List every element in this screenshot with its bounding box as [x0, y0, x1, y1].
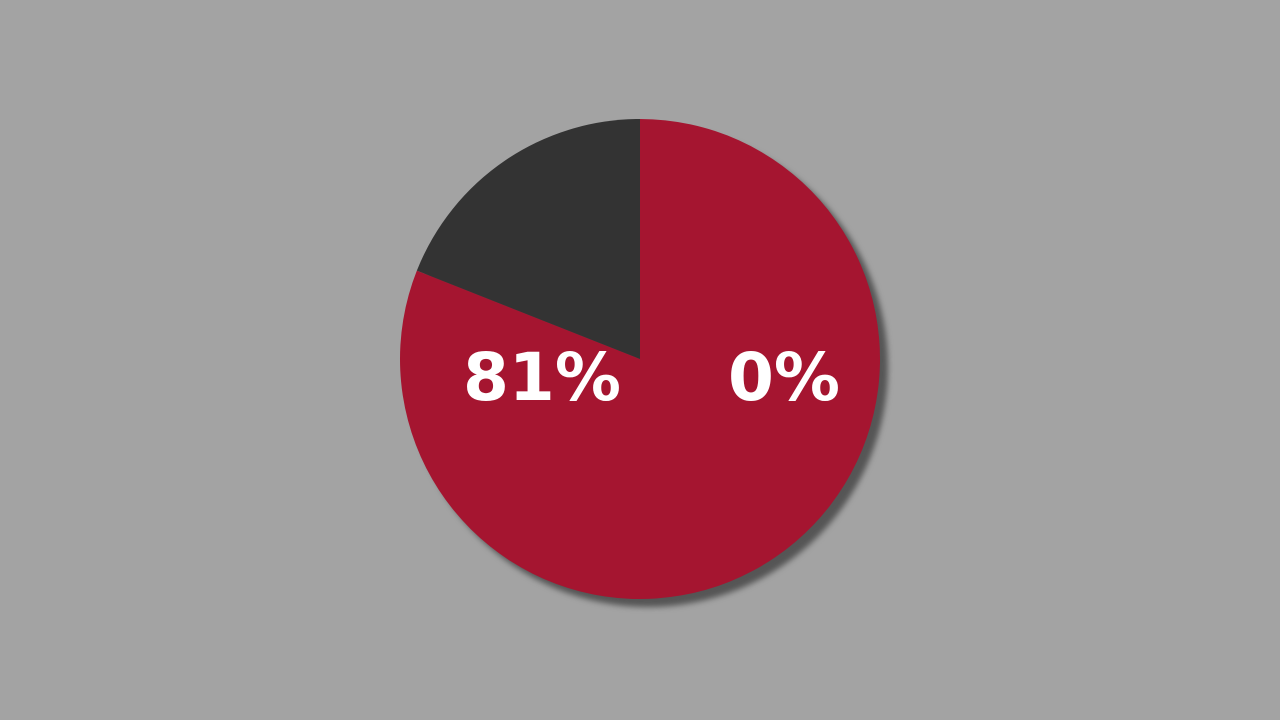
slice-label-left: 81% [463, 339, 621, 416]
slice-label-right: 0% [728, 339, 840, 416]
pie-slice-1 [416, 119, 640, 359]
